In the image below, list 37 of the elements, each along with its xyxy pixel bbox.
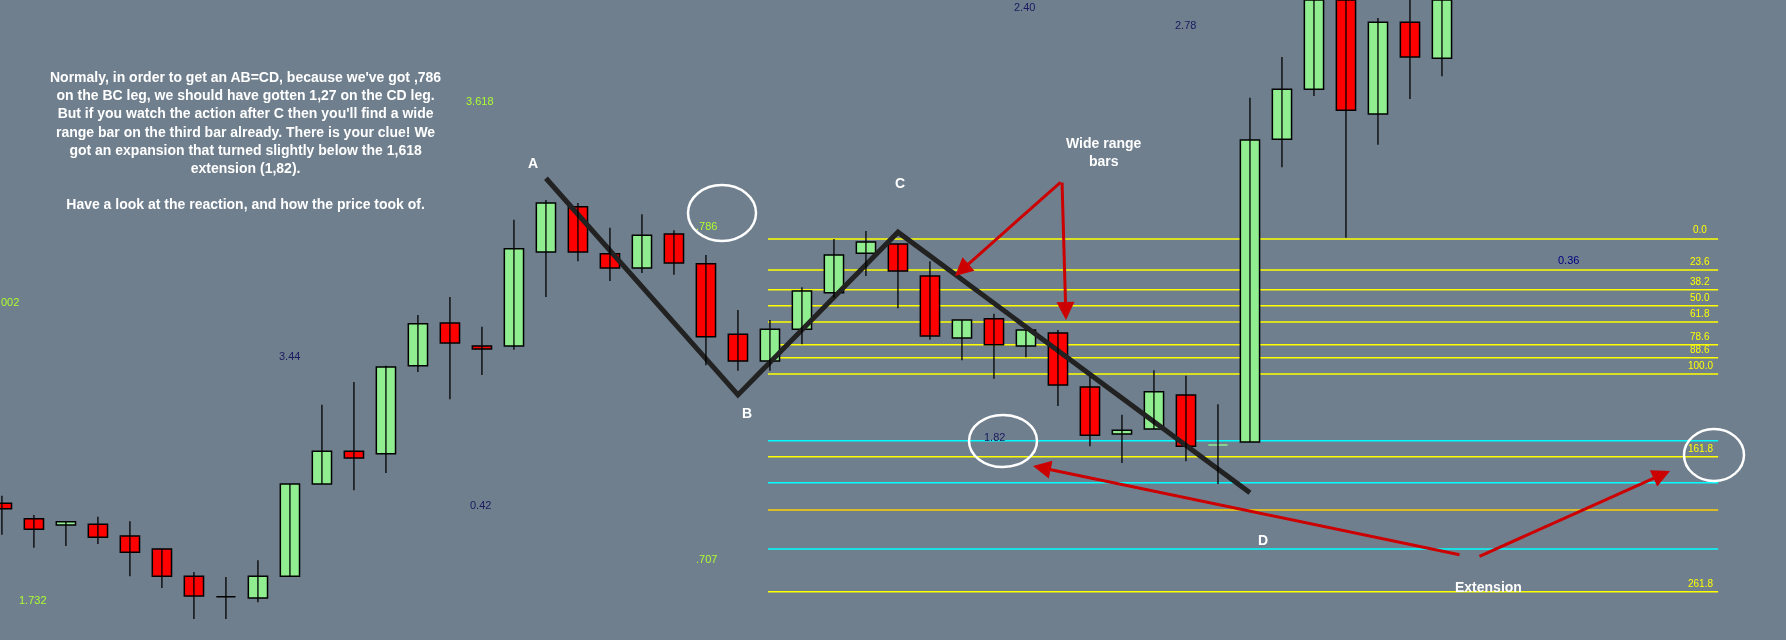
candlestick bbox=[279, 483, 301, 578]
annotation: 2.78 bbox=[1175, 19, 1197, 31]
candlestick bbox=[1111, 414, 1133, 464]
annotation: B bbox=[742, 405, 753, 421]
text: 0.0 bbox=[1693, 224, 1708, 235]
annotation: D bbox=[1258, 532, 1269, 548]
candlestick bbox=[951, 319, 973, 361]
text: 0.36 bbox=[1558, 254, 1580, 266]
text: 38.2 bbox=[1690, 276, 1710, 287]
annotation: 1.732 bbox=[19, 594, 47, 606]
annotation: 0.42 bbox=[470, 499, 492, 511]
annotation: 002 bbox=[1, 296, 20, 308]
candlestick bbox=[119, 520, 141, 577]
annotation: 3.44 bbox=[279, 350, 301, 362]
candlestick bbox=[1207, 403, 1229, 485]
annotation: 1.82 bbox=[984, 431, 1006, 443]
annotation: 2.40 bbox=[1014, 1, 1036, 13]
annotation: .786 bbox=[696, 220, 718, 232]
annotation: 3.618 bbox=[466, 95, 494, 107]
text: 78.6 bbox=[1690, 331, 1710, 342]
text: 161.8 bbox=[1688, 443, 1714, 454]
candlestick bbox=[439, 296, 461, 400]
text: 88.6 bbox=[1690, 344, 1710, 355]
text: 50.0 bbox=[1690, 292, 1710, 303]
annotation: Wide range bars bbox=[1066, 135, 1142, 170]
text: 100.0 bbox=[1688, 360, 1714, 371]
annotation: A bbox=[528, 155, 539, 171]
candlestick bbox=[471, 326, 493, 376]
text: 261.8 bbox=[1688, 578, 1714, 589]
candlestick bbox=[55, 521, 77, 547]
text: 23.6 bbox=[1690, 256, 1710, 267]
annotation: C bbox=[895, 175, 906, 191]
annotation: .707 bbox=[696, 553, 718, 565]
annotation: Extension bbox=[1455, 579, 1522, 595]
text: 61.8 bbox=[1690, 308, 1710, 319]
text: Normaly, in order to get an AB=CD, because we've got ,786 on the BC leg, we should have gotten 1,27 on the CD leg. But if you watch the action after C then you'll find a wide range bar on the third bar already. There is your clue! We got an expansion that turned slightly below the 1,618 extension (1,82). Have a look at the reaction, and how the price took of. bbox=[50, 69, 442, 213]
candlestick bbox=[215, 576, 237, 620]
